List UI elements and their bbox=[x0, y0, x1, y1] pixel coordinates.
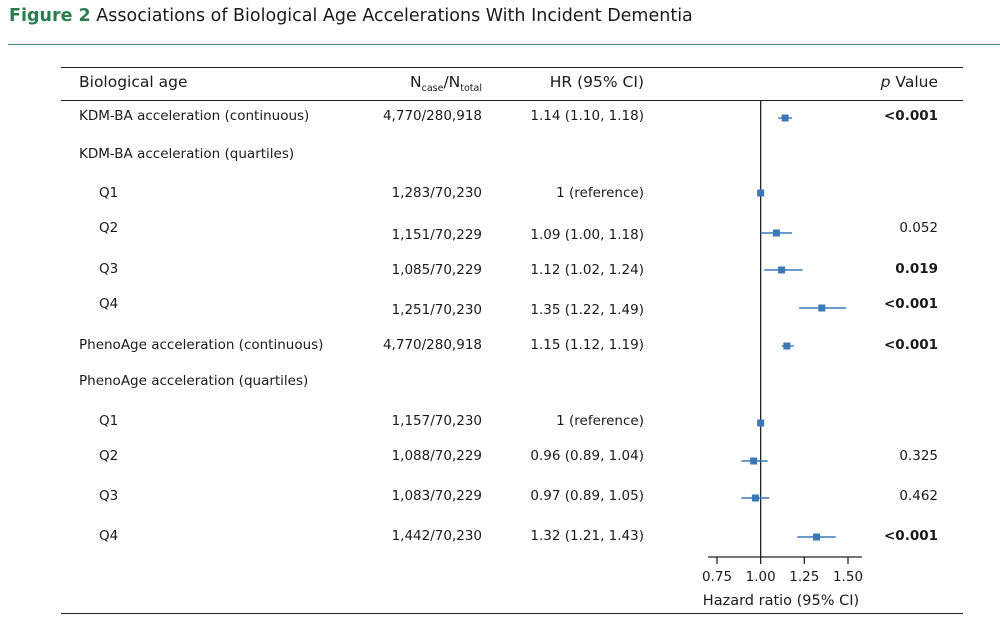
hr-marker bbox=[757, 189, 765, 197]
hr-marker bbox=[751, 494, 759, 502]
row-p-value: <0.001 bbox=[883, 337, 938, 353]
row-p-value: 0.462 bbox=[899, 488, 938, 504]
row-hr: 1.09 (1.00, 1.18) bbox=[530, 227, 644, 243]
row-hr: 1 (reference) bbox=[556, 413, 644, 429]
row-label: Q2 bbox=[99, 220, 119, 236]
row-p-value: 0.052 bbox=[899, 220, 938, 236]
header-p-value: p Value bbox=[881, 73, 938, 91]
header-n-main: N bbox=[409, 73, 422, 91]
row-hr: 1.15 (1.12, 1.19) bbox=[530, 337, 644, 353]
x-tick-label: 0.75 bbox=[702, 569, 732, 585]
row-label: Q3 bbox=[99, 261, 119, 277]
row-n: 1,251/70,230 bbox=[391, 302, 482, 318]
row-n: 1,085/70,229 bbox=[391, 262, 482, 278]
x-tick-label: 1.00 bbox=[746, 569, 776, 585]
header-n-total-sub: total bbox=[460, 83, 482, 94]
row-label: KDM-BA acceleration (quartiles) bbox=[79, 146, 295, 162]
row-label: PhenoAge acceleration (continuous) bbox=[79, 337, 324, 353]
row-hr: 1 (reference) bbox=[556, 185, 644, 201]
x-axis-label: Hazard ratio (95% CI) bbox=[703, 593, 859, 609]
hr-marker bbox=[757, 419, 765, 427]
hr-marker bbox=[818, 304, 826, 312]
hr-marker bbox=[783, 342, 791, 350]
row-hr: 1.32 (1.21, 1.43) bbox=[530, 528, 644, 544]
row-n: 1,088/70,229 bbox=[391, 448, 482, 464]
table-header-rule bbox=[61, 100, 963, 101]
row-n: 4,770/280,918 bbox=[382, 108, 482, 124]
figure-label: Figure 2 bbox=[9, 6, 91, 26]
row-label: Q1 bbox=[99, 185, 119, 201]
header-n-sep: /N bbox=[443, 73, 461, 91]
row-n: 1,083/70,229 bbox=[391, 488, 482, 504]
hr-marker bbox=[778, 266, 786, 274]
row-hr: 1.14 (1.10, 1.18) bbox=[530, 108, 644, 124]
table-top-rule bbox=[61, 67, 963, 68]
row-label: KDM-BA acceleration (continuous) bbox=[79, 108, 310, 124]
table-bottom-rule bbox=[61, 613, 963, 614]
hr-marker bbox=[750, 457, 758, 465]
row-p-value: <0.001 bbox=[883, 108, 938, 124]
row-label: Q4 bbox=[99, 528, 119, 544]
row-n: 4,770/280,918 bbox=[382, 337, 482, 353]
header-p-italic: p bbox=[880, 73, 891, 91]
row-label: Q1 bbox=[99, 413, 119, 429]
row-n: 1,151/70,229 bbox=[391, 227, 482, 243]
header-hr: HR (95% CI) bbox=[549, 73, 644, 91]
row-hr: 1.12 (1.02, 1.24) bbox=[530, 262, 644, 278]
figure-title-text: Associations of Biological Age Accelerat… bbox=[96, 6, 693, 26]
hr-marker bbox=[813, 533, 821, 541]
row-n: 1,157/70,230 bbox=[391, 413, 482, 429]
row-hr: 0.96 (0.89, 1.04) bbox=[530, 448, 644, 464]
row-hr: 0.97 (0.89, 1.05) bbox=[530, 488, 644, 504]
row-hr: 1.35 (1.22, 1.49) bbox=[530, 302, 644, 318]
header-p-rest: Value bbox=[890, 73, 938, 91]
x-tick-label: 1.50 bbox=[833, 569, 863, 585]
header-n-case-total: Ncase/Ntotal bbox=[410, 73, 482, 98]
row-p-value: <0.001 bbox=[883, 528, 938, 544]
row-p-value: <0.001 bbox=[883, 296, 938, 312]
row-n: 1,442/70,230 bbox=[391, 528, 482, 544]
row-label: Q2 bbox=[99, 448, 119, 464]
hr-marker bbox=[781, 114, 789, 122]
header-biological-age: Biological age bbox=[79, 73, 188, 91]
title-rule bbox=[8, 44, 1000, 45]
x-tick-label: 1.25 bbox=[789, 569, 819, 585]
row-label: Q4 bbox=[99, 296, 119, 312]
figure-title: Figure 2 Associations of Biological Age … bbox=[9, 6, 693, 26]
row-label: PhenoAge acceleration (quartiles) bbox=[79, 373, 309, 389]
hr-marker bbox=[772, 229, 780, 237]
row-n: 1,283/70,230 bbox=[391, 185, 482, 201]
header-n-case-sub: case bbox=[421, 83, 444, 94]
row-label: Q3 bbox=[99, 488, 119, 504]
row-p-value: 0.019 bbox=[895, 261, 938, 277]
row-p-value: 0.325 bbox=[899, 448, 938, 464]
